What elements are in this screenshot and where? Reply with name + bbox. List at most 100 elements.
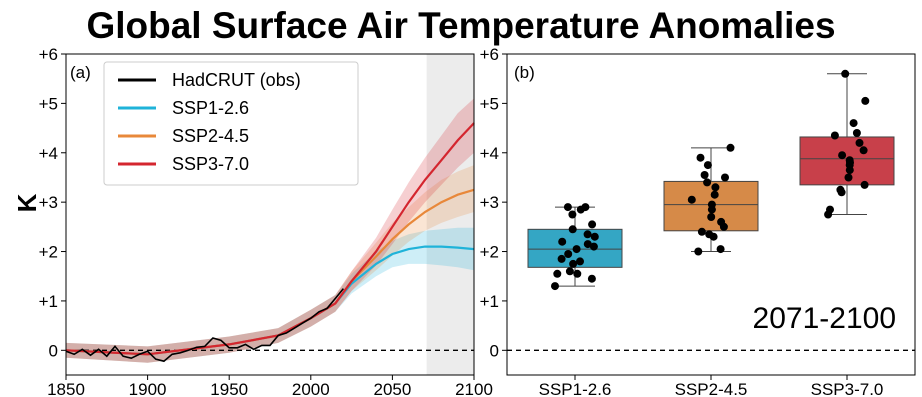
data-point <box>710 190 719 199</box>
x-tick-label: SSP3-7.0 <box>811 380 884 397</box>
data-point <box>703 161 712 170</box>
y-tick-label: +4 <box>39 144 58 163</box>
data-point <box>860 180 869 189</box>
x-tick-label: SSP1-2.6 <box>539 380 612 397</box>
y-ticks: 0 +1 +2 +3 +4 +5 +6 <box>480 45 507 360</box>
x-tick-label: SSP2-4.5 <box>675 380 748 397</box>
y-tick-label: +4 <box>480 144 499 163</box>
data-point <box>841 69 850 78</box>
data-point <box>849 119 858 128</box>
y-tick-label: +6 <box>39 45 58 64</box>
y-ticks: 0 +1 +2 +3 +4 +5 +6 <box>39 45 66 360</box>
legend-label-ssp245: SSP2-4.5 <box>172 126 249 146</box>
legend: HadCRUT (obs) SSP1-2.6 SSP2-4.5 SSP3-7.0 <box>103 61 359 186</box>
data-point <box>557 254 566 263</box>
data-point <box>696 153 705 162</box>
x-ticks: SSP1-2.6 SSP2-4.5 SSP3-7.0 <box>539 375 884 397</box>
data-point <box>581 203 590 212</box>
data-point <box>564 250 573 258</box>
data-point <box>568 225 577 234</box>
y-tick-label: 0 <box>490 341 499 360</box>
plot-frame <box>65 53 475 376</box>
data-point <box>573 269 582 278</box>
legend-label-obs: HadCRUT (obs) <box>172 70 301 90</box>
data-point <box>705 230 714 239</box>
panel-label-b: (b) <box>514 63 535 82</box>
data-point <box>589 242 598 251</box>
data-point <box>587 274 596 283</box>
data-point <box>700 171 709 179</box>
data-point <box>826 205 834 214</box>
data-point <box>721 173 729 182</box>
shaded-period <box>426 54 474 375</box>
y-axis-label: K <box>12 193 42 212</box>
data-point <box>558 237 567 246</box>
data-point <box>707 213 716 221</box>
box-group-SSP3-7.0 <box>799 69 895 219</box>
data-point <box>588 220 597 229</box>
x-tick-label: 1900 <box>129 380 167 397</box>
panel-a-timeseries: 0 +1 +2 +3 +4 +5 +6 1850 1900 1950 2000 2050 2100 (… <box>12 45 493 397</box>
y-tick-label: +1 <box>480 292 499 311</box>
data-point <box>859 146 868 155</box>
line-obs <box>65 288 345 363</box>
box-group-SSP2-4.5 <box>663 143 759 256</box>
data-point <box>838 151 847 160</box>
y-tick-label: +6 <box>480 45 499 64</box>
data-point <box>583 230 592 239</box>
data-point <box>563 203 572 212</box>
y-tick-label: +5 <box>480 94 499 113</box>
x-tick-label: 2100 <box>455 380 493 397</box>
data-point <box>726 143 735 152</box>
data-point <box>687 195 696 204</box>
x-tick-label: 1950 <box>210 380 248 397</box>
data-point <box>707 200 716 209</box>
y-tick-label: +1 <box>39 292 58 311</box>
y-tick-label: +3 <box>480 193 499 212</box>
data-point <box>716 245 725 254</box>
series-lines <box>65 122 475 363</box>
data-point <box>711 183 720 192</box>
data-point <box>844 173 853 182</box>
data-point <box>717 217 726 226</box>
y-tick-label: +2 <box>480 243 499 262</box>
data-point <box>583 240 592 249</box>
y-tick-label: +3 <box>39 193 58 212</box>
data-point <box>569 259 578 268</box>
data-point <box>845 156 854 165</box>
data-point <box>565 267 574 276</box>
line-ssp370 <box>65 122 475 356</box>
data-point <box>568 210 577 219</box>
data-point <box>855 138 864 147</box>
data-point <box>590 232 599 241</box>
data-point <box>852 129 861 137</box>
box-plots <box>527 69 895 291</box>
data-point <box>830 131 839 140</box>
data-point <box>553 269 562 278</box>
data-point <box>861 96 870 105</box>
box-group-SSP1-2.6 <box>527 203 623 291</box>
x-ticks: 1850 1900 1950 2000 2050 2100 <box>47 375 493 397</box>
data-point <box>694 247 703 256</box>
data-point <box>697 227 706 236</box>
x-tick-label: 2050 <box>373 380 411 397</box>
data-point <box>576 257 584 266</box>
y-tick-label: +2 <box>39 243 58 262</box>
y-tick-label: +5 <box>39 94 58 113</box>
legend-label-ssp126: SSP1-2.6 <box>172 98 249 118</box>
band-ssp370 <box>66 98 474 363</box>
chart-title: Global Surface Air Temperature Anomalies <box>86 5 835 46</box>
data-point <box>703 178 712 187</box>
data-point <box>836 185 845 194</box>
data-point <box>572 245 581 254</box>
panel-label-a: (a) <box>70 63 91 82</box>
period-annotation: 2071-2100 <box>753 302 896 335</box>
y-tick-label: 0 <box>49 341 58 360</box>
panel-b-boxplot: 0 +1 +2 +3 +4 +5 +6 SSP1-2.6 SSP2-4.5 SSP3-7.0 (… <box>480 45 916 397</box>
legend-label-ssp370: SSP3-7.0 <box>172 154 249 174</box>
x-tick-label: 1850 <box>47 380 85 397</box>
x-tick-label: 2000 <box>292 380 330 397</box>
legend-box <box>103 61 359 186</box>
data-point <box>551 282 559 291</box>
